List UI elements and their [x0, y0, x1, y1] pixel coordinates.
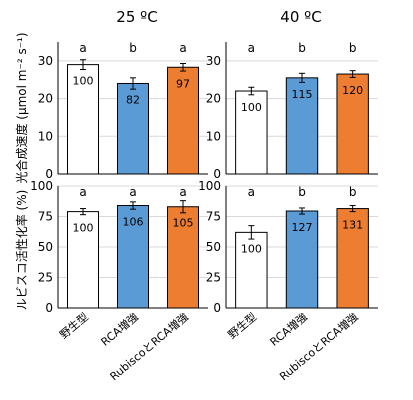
y-tick-label-2: 50 [206, 240, 221, 254]
y-tick-label-4: 100 [198, 179, 221, 193]
significance-letter-3: a [179, 185, 186, 199]
column-title-40c: 40 ºC [280, 8, 321, 26]
y-tick-label-2: 20 [38, 92, 53, 106]
significance-letter-3: a [179, 41, 186, 55]
bar-value-label-3: 131 [342, 219, 363, 232]
y-tick-label-2: 50 [38, 240, 53, 254]
bar-value-label-3: 120 [342, 84, 363, 97]
x-category-label-2-1: 野生型 [225, 310, 259, 342]
bar-1 [235, 231, 268, 309]
bar-1 [67, 211, 99, 309]
bar-value-label-1: 100 [241, 101, 262, 114]
y-tick-label-1: 25 [206, 271, 221, 285]
chart-panel-2: 0 10 20 30 100 a 115 b 120 b [206, 41, 378, 181]
chart-panel-1: 0 10 20 30 100 a 82 b 97 a [38, 41, 208, 181]
significance-letter-2: b [298, 185, 306, 199]
bar-value-label-2: 115 [292, 88, 313, 101]
chart-panel-3: 0 25 50 75 100 100 a 106 a 105 a [30, 179, 208, 315]
x-category-label-1-1: 野生型 [57, 310, 91, 342]
bar-3 [336, 208, 369, 309]
significance-letter-3: b [349, 185, 357, 199]
column-title-25c: 25 ºC [116, 8, 157, 26]
significance-letter-3: b [349, 41, 357, 55]
bar-2 [117, 205, 149, 309]
significance-letter-1: a [79, 41, 86, 55]
y-tick-label-3: 30 [206, 54, 221, 68]
bar-value-label-1: 100 [241, 242, 262, 255]
y-tick-label-0: 0 [213, 301, 221, 315]
y-tick-label-0: 0 [213, 167, 221, 181]
bar-3 [167, 66, 199, 175]
bar-value-label-2: 127 [292, 221, 313, 234]
bar-value-label-3: 97 [176, 77, 190, 90]
y-tick-label-4: 100 [30, 179, 53, 193]
y-tick-label-1: 10 [206, 129, 221, 143]
significance-letter-1: a [248, 185, 255, 199]
y-tick-label-1: 25 [38, 271, 53, 285]
y-axis-label-activation: ルビスコ活性化率 (%) [14, 190, 29, 311]
x-category-label-2-2: RCA増強 [268, 310, 310, 348]
significance-letter-1: a [248, 41, 255, 55]
chart-panels: 0 10 20 30 100 a 82 b 97 a 0 10 20 30 100 a 115 b 120 b 0 25 5… [30, 41, 378, 315]
bar-value-label-1: 100 [73, 75, 94, 88]
significance-letter-2: b [129, 41, 137, 55]
y-axis-label-photosynthesis: 光合成速度 (μmol m⁻² s⁻¹) [14, 32, 29, 183]
bar-1 [67, 64, 99, 175]
bar-value-label-1: 100 [73, 222, 94, 235]
bar-value-label-3: 105 [173, 217, 194, 230]
y-tick-label-3: 75 [206, 210, 221, 224]
significance-letter-1: a [79, 185, 86, 199]
bar-2 [285, 77, 319, 175]
y-tick-label-0: 0 [45, 301, 53, 315]
x-category-label-1-2: RCA増強 [99, 310, 141, 348]
y-tick-label-3: 75 [38, 210, 53, 224]
bar-3 [167, 206, 199, 309]
bar-value-label-2: 82 [126, 93, 140, 106]
chart-panel-4: 0 25 50 75 100 100 a 127 b 131 b [198, 179, 378, 315]
bar-2 [285, 210, 319, 309]
y-tick-label-0: 0 [45, 167, 53, 181]
bar-3 [336, 73, 369, 175]
significance-letter-2: b [298, 41, 306, 55]
y-tick-label-3: 30 [38, 54, 53, 68]
bar-value-label-2: 106 [123, 216, 144, 229]
y-tick-label-2: 20 [206, 92, 221, 106]
y-tick-label-1: 10 [38, 129, 53, 143]
significance-letter-2: a [129, 185, 136, 199]
